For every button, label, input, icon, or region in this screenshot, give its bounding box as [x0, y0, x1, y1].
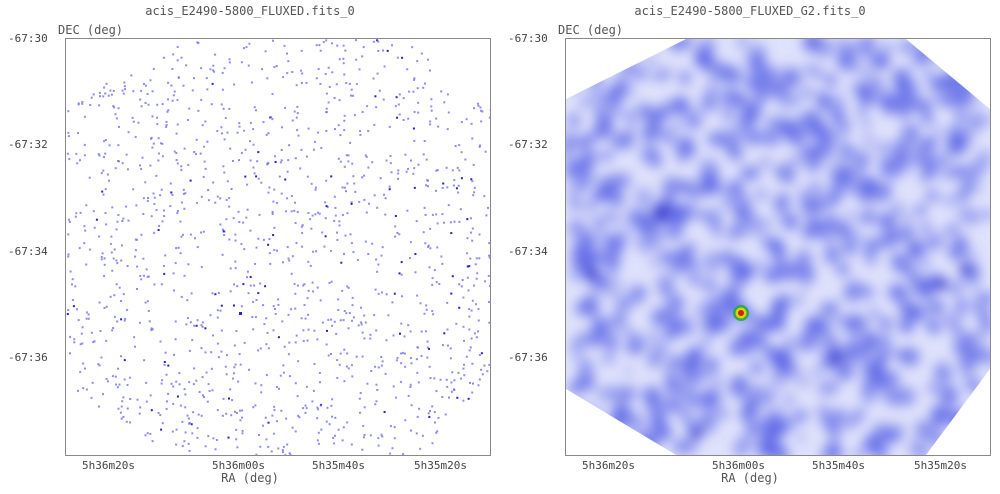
x-tick-label: 5h35m40s [312, 459, 365, 472]
y-tick-label: -67:36 [8, 351, 48, 364]
image-frame[interactable] [565, 38, 991, 456]
y-tick-label: -67:30 [508, 32, 548, 45]
panel-title: acis_E2490-5800_FLUXED_G2.fits_0 [634, 4, 866, 18]
x-axis-label: RA (deg) [721, 471, 779, 485]
y-tick-label: -67:36 [508, 351, 548, 364]
y-axis-label: DEC (deg) [558, 23, 624, 37]
x-tick-label: 5h36m00s [712, 459, 765, 472]
image-frame[interactable] [65, 38, 491, 456]
y-tick-label: -67:32 [508, 138, 548, 151]
x-tick-label: 5h35m20s [414, 459, 467, 472]
x-tick-label: 5h35m20s [914, 459, 967, 472]
y-axis-label: DEC (deg) [58, 23, 124, 37]
panel-title: acis_E2490-5800_FLUXED.fits_0 [145, 4, 355, 18]
x-tick-label: 5h35m40s [812, 459, 865, 472]
x-tick-label: 5h36m20s [82, 459, 135, 472]
y-tick-label: -67:34 [8, 245, 48, 258]
x-tick-label: 5h36m20s [582, 459, 635, 472]
smoothed-image [566, 39, 990, 455]
x-tick-label: 5h36m00s [212, 459, 265, 472]
image-panel-left: acis_E2490-5800_FLUXED.fits_0 DEC (deg) … [8, 4, 491, 485]
counts-image [66, 39, 490, 455]
y-tick-label: -67:34 [508, 245, 548, 258]
y-tick-label: -67:30 [8, 32, 48, 45]
y-tick-label: -67:32 [8, 138, 48, 151]
image-panel-right: acis_E2490-5800_FLUXED_G2.fits_0 DEC (de… [500, 0, 1000, 494]
x-axis-label: RA (deg) [221, 471, 279, 485]
